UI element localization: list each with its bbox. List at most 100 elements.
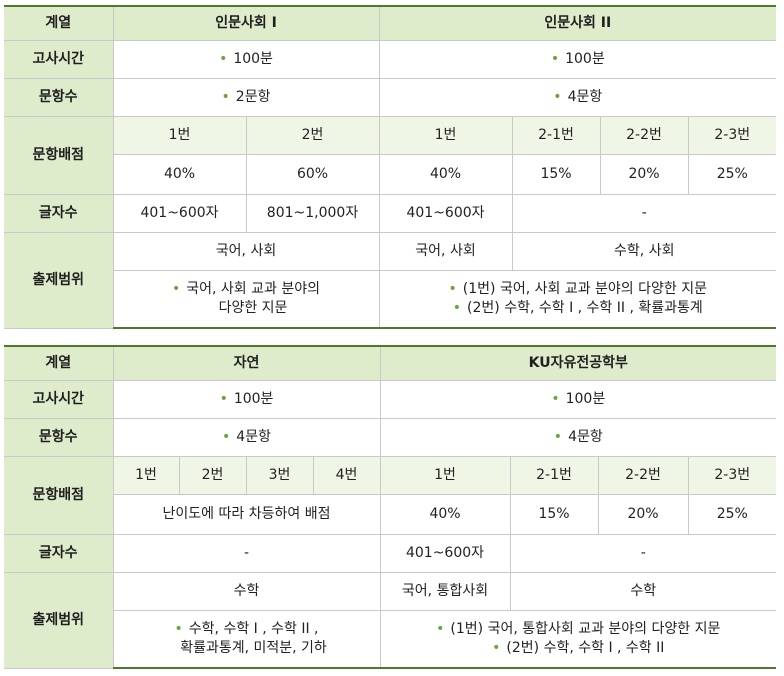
desc-text: (1번) 국어, 통합사회 교과 분야의 다양한 지문 bbox=[450, 620, 721, 637]
score-value: 40% bbox=[379, 493, 511, 535]
count-label: 문항수 bbox=[4, 417, 114, 457]
count-a-value: 4문항 bbox=[236, 428, 271, 445]
bullet-icon: • bbox=[219, 50, 228, 67]
score-note: 난이도에 따라 차등하여 배점 bbox=[113, 493, 381, 535]
score-value: 25% bbox=[687, 493, 777, 535]
chars-label: 글자수 bbox=[4, 193, 114, 233]
score-item: 1번 bbox=[112, 455, 180, 495]
col-header-b: KU자유전공학부 bbox=[379, 345, 777, 381]
score-value: 25% bbox=[687, 153, 777, 195]
scope-label: 출제범위 bbox=[4, 571, 114, 669]
score-items-row: 문항배점 1번 2번 3번 4번 1번 2-1번 2-2번 2-3번 bbox=[4, 455, 777, 535]
score-item: 2-2번 bbox=[597, 455, 689, 495]
scope-b-desc: • (1번) 국어, 사회 교과 분야의 다양한 지문 • (2번) 수학, 수학 … bbox=[378, 269, 777, 329]
scope-a-subject: 국어, 사회 bbox=[112, 231, 380, 271]
header-row: 계열 자연 KU자유전공학부 bbox=[4, 345, 777, 381]
score-label: 문항배점 bbox=[4, 115, 114, 195]
count-b: • 4문항 bbox=[379, 417, 777, 457]
time-label: 고사시간 bbox=[4, 379, 114, 419]
time-label: 고사시간 bbox=[4, 39, 114, 79]
score-item: 1번 bbox=[112, 115, 247, 155]
bullet-icon: • bbox=[553, 428, 563, 445]
score-value: 15% bbox=[509, 493, 599, 535]
score-item: 2-2번 bbox=[599, 115, 689, 155]
desc-text: (2번) 수학, 수학 I , 수학 II bbox=[506, 639, 665, 656]
scope-b-desc-line2: • (2번) 수학, 수학 I , 수학 II bbox=[381, 639, 777, 658]
chars-row: 글자수 401~600자 801~1,000자 401~600자 - bbox=[4, 193, 777, 233]
scope-label: 출제범위 bbox=[4, 231, 114, 329]
score-item: 2-3번 bbox=[687, 455, 777, 495]
time-a-value: 100분 bbox=[233, 50, 273, 67]
score-value: 20% bbox=[599, 153, 689, 195]
scope-b-subject2: 수학, 사회 bbox=[511, 231, 777, 271]
score-item: 2번 bbox=[178, 455, 247, 495]
desc-text: (1번) 국어, 사회 교과 분야의 다양한 지문 bbox=[462, 280, 707, 297]
category-label: 계열 bbox=[4, 5, 114, 41]
bullet-icon: • bbox=[550, 50, 560, 67]
count-row: 문항수 • 2문항 • 4문항 bbox=[4, 77, 777, 117]
scope-a-subject: 수학 bbox=[112, 571, 381, 611]
score-item: 2-1번 bbox=[511, 115, 601, 155]
scope-subject-row: 출제범위 수학 국어, 통합사회 수학 bbox=[4, 571, 777, 669]
exam-table-science: 계열 자연 KU자유전공학부 고사시간 • 100분 • 100분 문항수 • 4문항… bbox=[4, 345, 777, 669]
header-row: 계열 인문사회 I 인문사회 II bbox=[4, 5, 777, 41]
score-values-row: 40% 60% 40% 15% 20% 25% bbox=[4, 153, 777, 195]
bullet-icon: • bbox=[448, 280, 457, 297]
chars-b1: 401~600자 bbox=[378, 193, 513, 233]
scope-b-desc: • (1번) 국어, 통합사회 교과 분야의 다양한 지문 • (2번) 수학, 수… bbox=[379, 609, 777, 669]
bullet-icon: • bbox=[452, 299, 462, 316]
bullet-icon: • bbox=[174, 620, 183, 637]
count-b-value: 4문항 bbox=[567, 88, 603, 105]
score-value: 60% bbox=[245, 153, 380, 195]
bullet-icon: • bbox=[553, 88, 562, 105]
bullet-icon: • bbox=[222, 428, 231, 445]
score-item: 2-1번 bbox=[509, 455, 599, 495]
scope-a-desc-line2: 다양한 지문 bbox=[218, 299, 288, 316]
category-label: 계열 bbox=[4, 345, 114, 381]
time-a: • 100분 bbox=[112, 379, 381, 419]
count-b-value: 4문항 bbox=[568, 428, 603, 445]
count-a-value: 2문항 bbox=[235, 88, 271, 105]
time-b-value: 100분 bbox=[565, 50, 605, 67]
score-value: 40% bbox=[378, 153, 513, 195]
scope-b-subject1: 국어, 통합사회 bbox=[379, 571, 511, 611]
col-header-a: 인문사회 I bbox=[112, 5, 380, 41]
score-item: 1번 bbox=[378, 115, 513, 155]
score-values-row: 난이도에 따라 차등하여 배점 40% 15% 20% 25% bbox=[4, 493, 777, 535]
count-row: 문항수 • 4문항 • 4문항 bbox=[4, 417, 777, 457]
score-item: 4번 bbox=[312, 455, 381, 495]
time-b-value: 100분 bbox=[565, 390, 606, 407]
time-b: • 100분 bbox=[378, 39, 777, 79]
scope-subject-row: 출제범위 국어, 사회 국어, 사회 수학, 사회 bbox=[4, 231, 777, 329]
scope-a-desc-line1: • 수학, 수학 I , 수학 II , bbox=[114, 620, 380, 639]
time-a: • 100분 bbox=[112, 39, 380, 79]
scope-b-desc-line1: • (1번) 국어, 통합사회 교과 분야의 다양한 지문 bbox=[381, 620, 777, 639]
score-value: 15% bbox=[511, 153, 601, 195]
bullet-icon: • bbox=[172, 280, 181, 297]
bullet-icon: • bbox=[492, 639, 501, 656]
time-row: 고사시간 • 100분 • 100분 bbox=[4, 39, 777, 79]
chars-a: - bbox=[112, 533, 381, 573]
score-items-row: 문항배점 1번 2번 1번 2-1번 2-2번 2-3번 bbox=[4, 115, 777, 195]
count-b: • 4문항 bbox=[378, 77, 777, 117]
scope-a-desc: • 국어, 사회 교과 분야의 다양한 지문 bbox=[113, 269, 380, 329]
count-a: • 2문항 bbox=[112, 77, 380, 117]
score-label: 문항배점 bbox=[4, 455, 114, 535]
score-value: 40% bbox=[113, 153, 247, 195]
scope-b-subject1: 국어, 사회 bbox=[378, 231, 513, 271]
count-label: 문항수 bbox=[4, 77, 114, 117]
bullet-icon: • bbox=[436, 620, 445, 637]
scope-b-desc-line2: • (2번) 수학, 수학 I , 수학 II , 확률과통계 bbox=[380, 299, 777, 318]
chars-b1: 401~600자 bbox=[379, 533, 511, 573]
time-a-value: 100분 bbox=[233, 390, 274, 407]
bullet-icon: • bbox=[551, 390, 560, 407]
score-item: 2번 bbox=[245, 115, 380, 155]
scope-a-desc: • 수학, 수학 I , 수학 II , 확률과통계, 미적분, 기하 bbox=[113, 609, 381, 669]
chars-b2: - bbox=[511, 193, 777, 233]
chars-a2: 801~1,000자 bbox=[245, 193, 380, 233]
chars-label: 글자수 bbox=[4, 533, 114, 573]
scope-a-desc-line2: 확률과통계, 미적분, 기하 bbox=[180, 639, 327, 656]
chars-b2: - bbox=[509, 533, 777, 573]
scope-b-desc-line1: • (1번) 국어, 사회 교과 분야의 다양한 지문 bbox=[380, 280, 777, 299]
